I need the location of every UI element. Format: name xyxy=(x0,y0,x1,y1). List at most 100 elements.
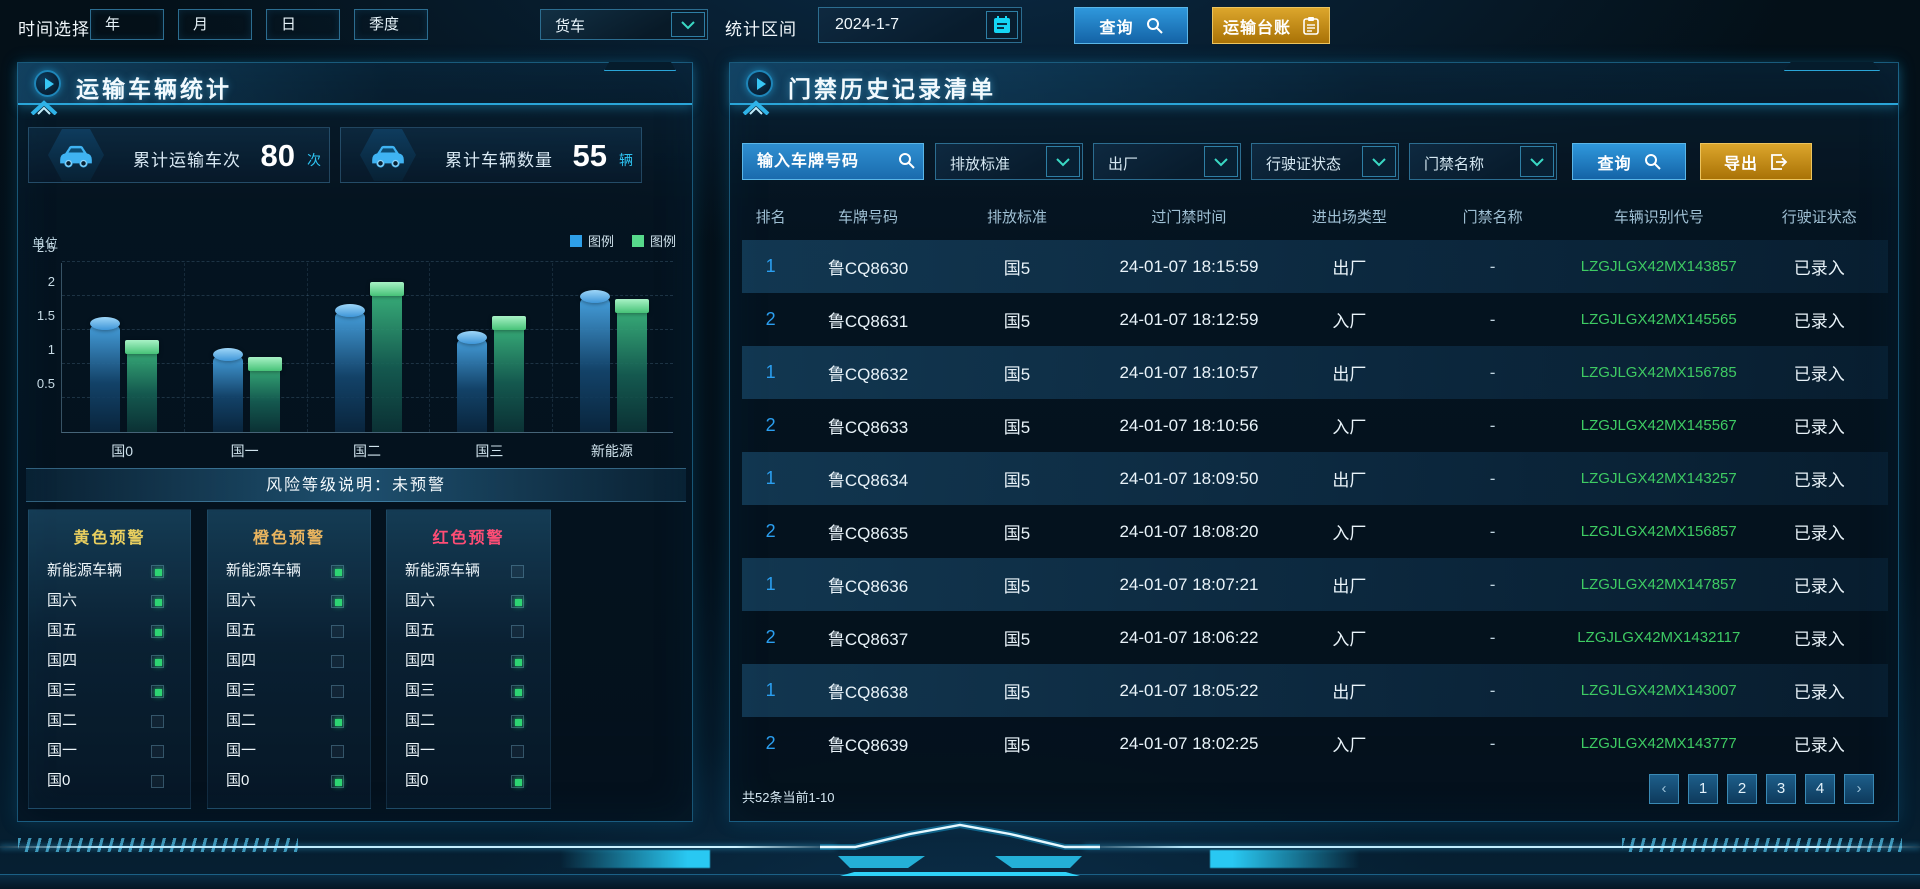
warning-checkbox[interactable] xyxy=(511,595,524,608)
bar-chart: 0.5 1 1.5 2 2.5 xyxy=(37,240,673,433)
cell-vin[interactable]: LZGJLGX42MX147857 xyxy=(1580,576,1737,593)
warning-checkbox[interactable] xyxy=(511,685,524,698)
calendar-icon[interactable] xyxy=(986,11,1018,39)
cell-standard: 国5 xyxy=(1003,365,1031,384)
bar-cap xyxy=(614,299,649,314)
cell-type: 入厂 xyxy=(1332,736,1367,755)
bar-图例-国三 xyxy=(457,330,488,432)
column-header-5: 进出场类型 xyxy=(1311,209,1387,226)
export-button[interactable]: 导出 xyxy=(1700,143,1812,180)
warning-checkbox[interactable] xyxy=(151,715,164,728)
warning-item: 国三 xyxy=(208,676,370,706)
warning-checkbox[interactable] xyxy=(151,565,164,578)
warning-item: 国三 xyxy=(387,676,550,706)
cell-time: 24-01-07 18:05:22 xyxy=(1119,680,1259,700)
bar-图例-国0 xyxy=(125,340,160,432)
warning-checkbox[interactable] xyxy=(511,745,524,758)
legend-swatch xyxy=(631,234,644,247)
cell-vin[interactable]: LZGJLGX42MX1432117 xyxy=(1577,629,1741,646)
warning-checkbox[interactable] xyxy=(331,775,344,788)
cell-type: 出厂 xyxy=(1332,577,1367,596)
pagination-page-2[interactable]: 2 xyxy=(1727,774,1757,804)
gate-history-header: 门禁历史记录清单 xyxy=(730,62,1898,115)
warning-title: 橙色预警 xyxy=(252,530,325,547)
warning-checkbox[interactable] xyxy=(331,715,344,728)
pagination-page-1[interactable]: 1 xyxy=(1688,774,1718,804)
plate-search-input[interactable] xyxy=(742,143,924,180)
table-row: 1 鲁CQ8638 国5 24-01-07 18:05:22 出厂 - LZGJLGX42M… xyxy=(742,664,1888,717)
warning-checkbox[interactable] xyxy=(151,685,164,698)
warning-title: 红色预警 xyxy=(432,530,505,547)
cell-vin[interactable]: LZGJLGX42MX143777 xyxy=(1580,735,1737,752)
y-axis-tick: 1.5 xyxy=(36,308,55,323)
period-button-月[interactable]: 月 xyxy=(178,9,252,40)
cell-vin[interactable]: LZGJLGX42MX145565 xyxy=(1580,311,1737,328)
chevron-decoration xyxy=(742,100,770,115)
warning-checkbox[interactable] xyxy=(151,655,164,668)
warning-item-label: 国二 xyxy=(47,712,78,729)
clipboard-icon xyxy=(1303,16,1319,35)
bar-group-新能源 xyxy=(579,290,649,432)
warning-checkbox[interactable] xyxy=(331,625,344,638)
warning-item-label: 国六 xyxy=(226,592,257,609)
warning-checkbox[interactable] xyxy=(331,685,344,698)
warning-checkbox[interactable] xyxy=(151,745,164,758)
vehicle-stats-title: 运输车辆统计 xyxy=(76,76,232,102)
chevron-down-icon xyxy=(1204,146,1238,177)
search-icon xyxy=(1644,154,1661,170)
warning-title: 黄色预警 xyxy=(73,530,146,547)
warning-checkbox[interactable] xyxy=(511,715,524,728)
pagination-page-4[interactable]: 4 xyxy=(1805,774,1835,804)
warning-group-1: 黄色预警 新能源车辆 国六 国五 国四 国三 国二 国一 国0 xyxy=(28,509,191,809)
transport-ledger-button[interactable]: 运输台账 xyxy=(1212,7,1330,44)
table-query-button[interactable]: 查询 xyxy=(1572,143,1686,180)
cell-vin[interactable]: LZGJLGX42MX156785 xyxy=(1580,364,1737,381)
bar-cap xyxy=(579,290,610,303)
period-button-季度[interactable]: 季度 xyxy=(354,9,428,40)
warning-checkbox[interactable] xyxy=(151,775,164,788)
date-input[interactable]: 2024-1-7 xyxy=(818,7,1022,43)
glow-wing xyxy=(1210,850,1360,868)
warning-checkbox[interactable] xyxy=(511,655,524,668)
cell-gate: - xyxy=(1489,468,1496,488)
warning-item-label: 国五 xyxy=(226,622,257,639)
warning-checkbox[interactable] xyxy=(511,775,524,788)
warning-checkbox[interactable] xyxy=(331,655,344,668)
warning-item-label: 国六 xyxy=(405,592,436,609)
warning-group-3: 红色预警 新能源车辆 国六 国五 国四 国三 国二 国一 国0 xyxy=(386,509,551,809)
bar-cap xyxy=(90,317,121,331)
pagination-next-button[interactable]: › xyxy=(1844,774,1874,804)
chart-separator xyxy=(429,263,431,432)
period-button-年[interactable]: 年 xyxy=(90,9,164,40)
cell-vin[interactable]: LZGJLGX42MX143857 xyxy=(1580,258,1737,275)
pagination-prev-button[interactable]: ‹ xyxy=(1649,774,1679,804)
filter-select-门禁名称[interactable]: 门禁名称 xyxy=(1409,143,1557,180)
warning-checkbox[interactable] xyxy=(151,625,164,638)
chart-gridline xyxy=(62,363,673,364)
cell-vin[interactable]: LZGJLGX42MX143257 xyxy=(1580,470,1737,487)
legend-item[interactable]: 图例 xyxy=(631,231,676,250)
period-button-日[interactable]: 日 xyxy=(266,9,340,40)
chart-gridline xyxy=(62,329,673,330)
warning-checkbox[interactable] xyxy=(151,595,164,608)
filter-select-行驶证状态[interactable]: 行驶证状态 xyxy=(1251,143,1399,180)
warning-checkbox[interactable] xyxy=(511,565,524,578)
warning-checkbox[interactable] xyxy=(331,595,344,608)
stat-card: 累计车辆数量 55 辆 xyxy=(340,127,642,183)
cell-plate: 鲁CQ8637 xyxy=(827,630,909,649)
cell-standard: 国5 xyxy=(1003,630,1031,649)
warning-checkbox[interactable] xyxy=(331,745,344,758)
pagination-page-3[interactable]: 3 xyxy=(1766,774,1796,804)
filter-select-排放标准[interactable]: 排放标准 xyxy=(935,143,1083,180)
warning-item-label: 国五 xyxy=(47,622,78,639)
cell-vin[interactable]: LZGJLGX42MX143007 xyxy=(1580,682,1737,699)
cell-vin[interactable]: LZGJLGX42MX156857 xyxy=(1580,523,1737,540)
cell-vin[interactable]: LZGJLGX42MX145567 xyxy=(1580,417,1737,434)
warning-item: 国四 xyxy=(387,646,550,676)
vehicle-type-select[interactable]: 货车 xyxy=(540,9,708,40)
legend-item[interactable]: 图例 xyxy=(569,231,614,250)
filter-select-出厂[interactable]: 出厂 xyxy=(1093,143,1241,180)
query-button[interactable]: 查询 xyxy=(1074,7,1188,44)
warning-checkbox[interactable] xyxy=(511,625,524,638)
warning-checkbox[interactable] xyxy=(331,565,344,578)
